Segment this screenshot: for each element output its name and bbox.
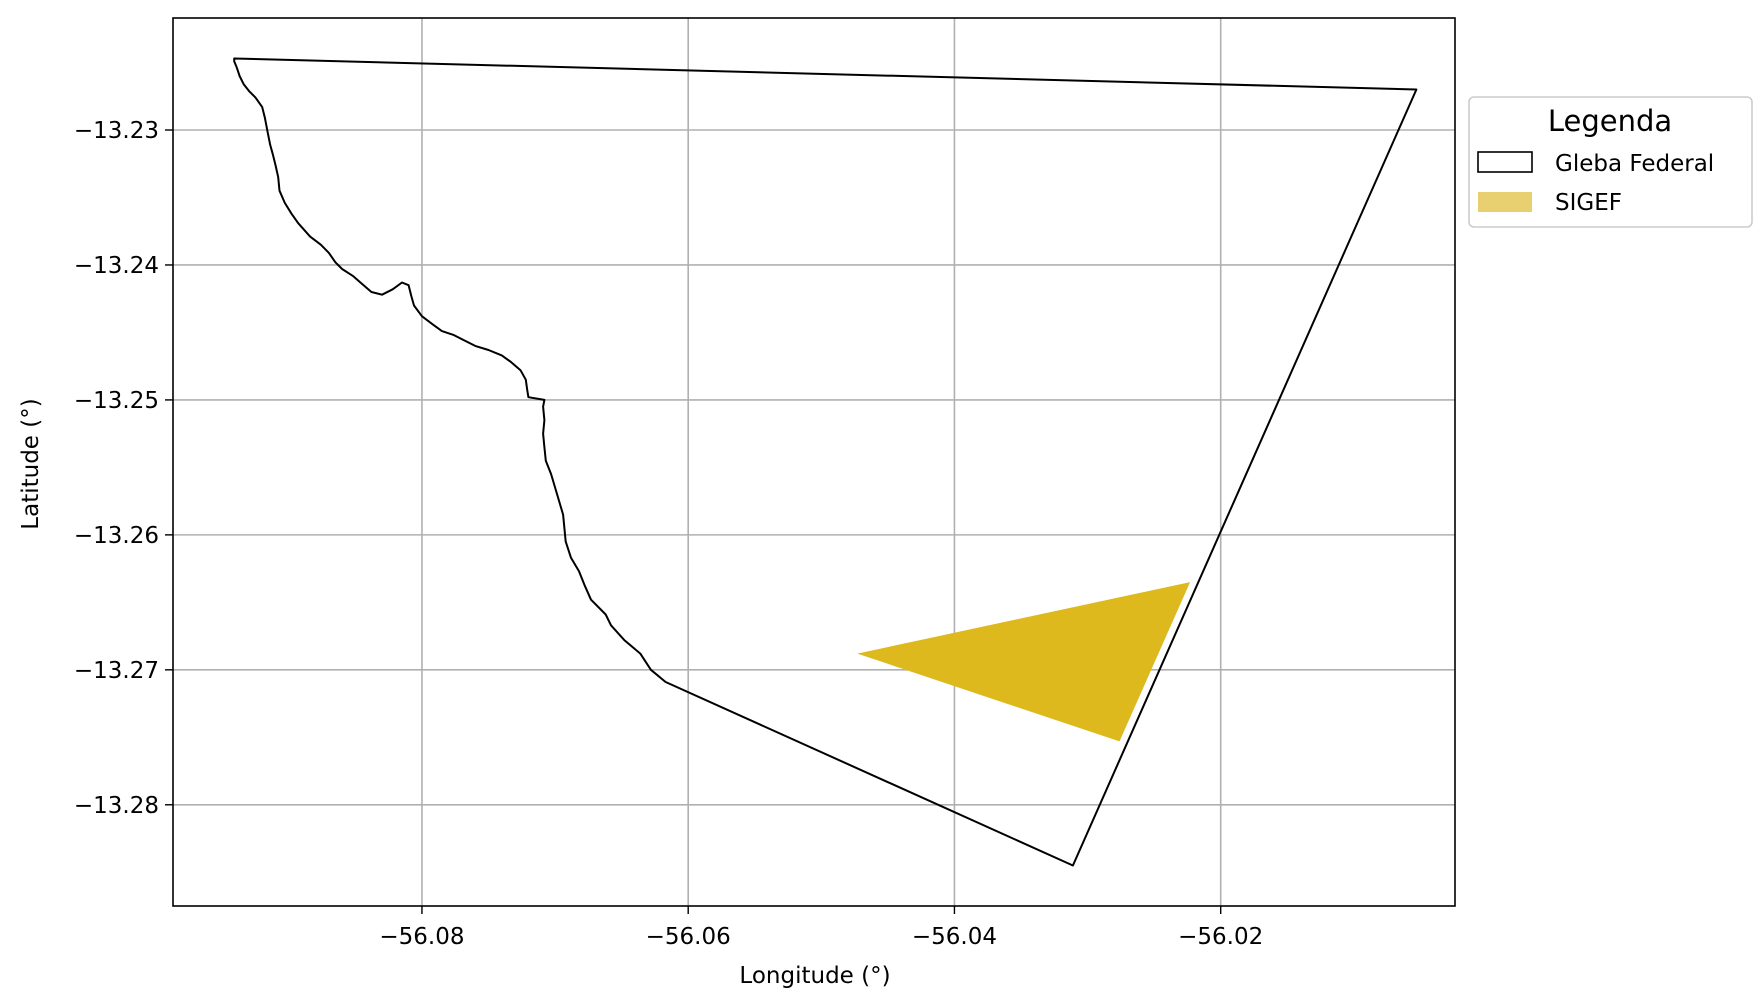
legend: Legenda Gleba Federal SIGEF [1468, 96, 1753, 228]
y-tick-label: −13.28 [74, 793, 159, 819]
y-tick-label: −13.26 [74, 523, 159, 549]
x-tick-label: −56.08 [379, 924, 464, 950]
x-tick-label: −56.06 [646, 924, 731, 950]
x-tick-label: −56.04 [912, 924, 997, 950]
legend-label-gleba-federal: Gleba Federal [1555, 151, 1714, 177]
map-features [233, 57, 1418, 867]
gleba-federal-polygon [233, 57, 1418, 867]
x-axis-title: Longitude (°) [739, 963, 890, 989]
y-tick-label: −13.23 [74, 118, 159, 144]
plot-frame [172, 17, 1456, 907]
x-tick-label: −56.02 [1178, 924, 1263, 950]
legend-label-sigef: SIGEF [1555, 190, 1622, 216]
legend-frame [1468, 96, 1753, 228]
legend-swatch-sigef [1478, 192, 1532, 212]
y-axis-title: Latitude (°) [18, 398, 44, 529]
x-axis-ticks: −56.08 −56.06 −56.04 −56.02 [379, 906, 1263, 950]
y-tick-label: −13.27 [74, 658, 159, 684]
sigef-polygon [857, 582, 1191, 742]
plot-area [172, 17, 1456, 907]
legend-title: Legenda [1548, 104, 1672, 138]
legend-swatch-gleba-federal [1477, 151, 1533, 173]
y-tick-label: −13.25 [74, 388, 159, 414]
y-axis-ticks: −13.23 −13.24 −13.25 −13.26 −13.27 −13.28 [74, 118, 173, 819]
gridlines [173, 18, 1455, 906]
y-tick-label: −13.24 [74, 253, 159, 279]
